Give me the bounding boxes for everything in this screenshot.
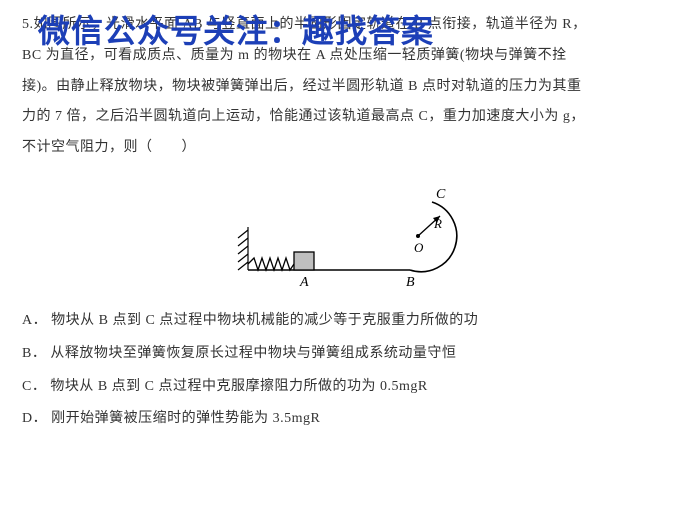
option-d-text: 刚开始弹簧被压缩时的弹性势能为 3.5mgR: [51, 411, 320, 426]
options-list: A． 物块从 B 点到 C 点过程中物块机械能的减少等于克服重力所做的功 B． 从释…: [22, 306, 678, 435]
option-d: D． 刚开始弹簧被压缩时的弹性势能为 3.5mgR: [22, 404, 678, 435]
option-b: B． 从释放物块至弹簧恢复原长过程中物块与弹簧组成系统动量守恒: [22, 339, 678, 370]
option-c-text: 物块从 B 点到 C 点过程中克服摩擦阻力所做的功为 0.5mgR: [50, 379, 427, 394]
problem-line-1: 5.如图所示，光滑水平面 AB 与竖直面上的半圆形固定轨道在 B 点衔接，轨道半…: [22, 10, 678, 41]
problem-line-3: 接)。由静止释放物块，物块被弹簧弹出后，经过半圆形轨道 B 点时对轨道的压力为其…: [22, 72, 678, 103]
label-o: O: [414, 240, 424, 255]
option-c-label: C．: [22, 379, 46, 394]
label-a: A: [299, 275, 309, 290]
problem-stem: 5.如图所示，光滑水平面 AB 与竖直面上的半圆形固定轨道在 B 点衔接，轨道半…: [22, 10, 678, 164]
option-d-label: D．: [22, 411, 47, 426]
diagram-svg: A B C O R: [200, 172, 500, 292]
physics-diagram: A B C O R: [22, 172, 678, 292]
label-b: B: [406, 275, 415, 290]
problem-line-5: 不计空气阻力，则（ ）: [22, 133, 678, 164]
problem-line-4: 力的 7 倍，之后沿半圆轨道向上运动，恰能通过该轨道最高点 C，重力加速度大小为…: [22, 102, 678, 133]
block-icon: [294, 252, 314, 270]
problem-line-2: BC 为直径，可看成质点、质量为 m 的物块在 A 点处压缩一轻质弹簧(物块与弹…: [22, 41, 678, 72]
label-r: R: [433, 216, 442, 231]
option-b-label: B．: [22, 346, 46, 361]
option-c: C． 物块从 B 点到 C 点过程中克服摩擦阻力所做的功为 0.5mgR: [22, 372, 678, 403]
option-b-text: 从释放物块至弹簧恢复原长过程中物块与弹簧组成系统动量守恒: [50, 346, 456, 361]
wall-icon: [238, 227, 248, 270]
option-a-text: 物块从 B 点到 C 点过程中物块机械能的减少等于克服重力所做的功: [51, 313, 478, 328]
option-a-label: A．: [22, 313, 47, 328]
label-c: C: [436, 187, 446, 202]
option-a: A． 物块从 B 点到 C 点过程中物块机械能的减少等于克服重力所做的功: [22, 306, 678, 337]
spring-icon: [248, 258, 294, 270]
